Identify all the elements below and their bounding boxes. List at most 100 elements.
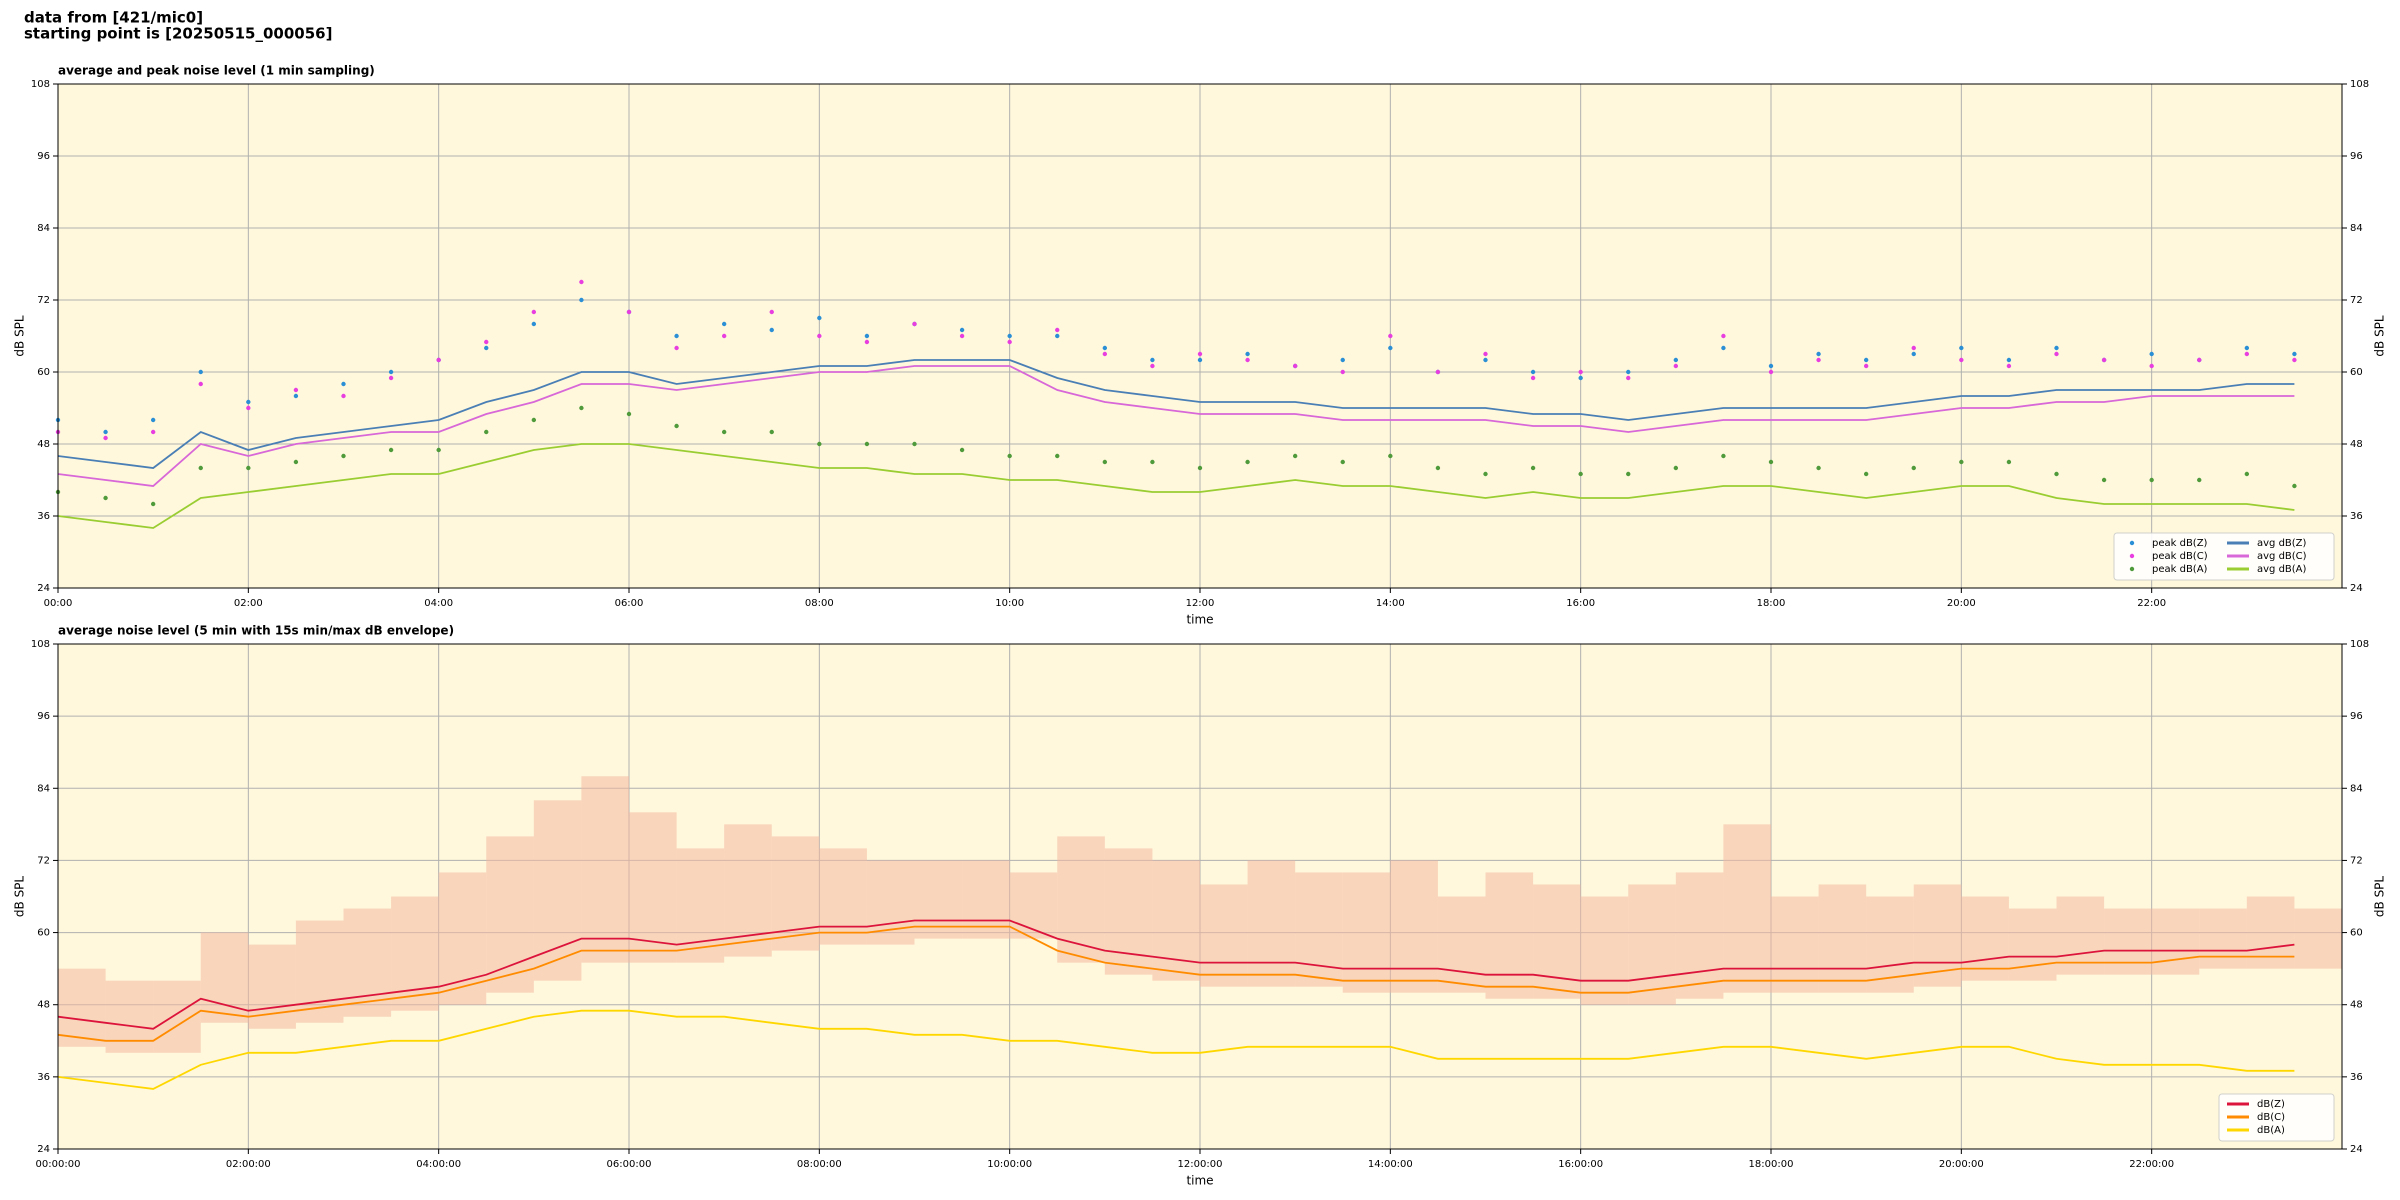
- peak-dot: [103, 429, 108, 435]
- series-line: [57, 919, 2295, 1030]
- series-line: [57, 1009, 2295, 1090]
- y-tick-label: 48: [37, 439, 50, 450]
- peak-dot: [1959, 459, 1964, 465]
- series-line: [57, 925, 2295, 1042]
- peak-dot: [1721, 345, 1726, 351]
- legend-marker: [2129, 540, 2135, 546]
- envelope-band: [533, 800, 582, 981]
- peak-dot: [959, 333, 965, 339]
- envelope-band: [581, 776, 629, 963]
- legend-label: dB(A): [2257, 1125, 2285, 1136]
- envelope-band: [2199, 908, 2247, 969]
- y-tick-label: 108: [31, 639, 50, 650]
- legend-marker: [2129, 553, 2135, 559]
- y-tick-label: 24: [2350, 1144, 2363, 1155]
- legend-label: dB(C): [2257, 1112, 2285, 1123]
- peak-dot: [1340, 459, 1345, 465]
- x-tick-label: 08:00:00: [797, 1159, 842, 1170]
- y-tick-label: 36: [37, 1072, 50, 1083]
- peak-dot: [1102, 351, 1108, 357]
- peak-dot: [293, 387, 299, 393]
- peak-dot: [1626, 375, 1631, 381]
- envelope-band: [2056, 896, 2105, 975]
- peak-dot: [1435, 465, 1441, 471]
- y-tick-label: 24: [37, 1144, 50, 1155]
- y-axis-label: dB SPL: [13, 315, 27, 357]
- peak-dot: [1673, 465, 1679, 471]
- envelope-band: [1247, 860, 1296, 987]
- envelope-band: [1818, 884, 1867, 993]
- peak-dot: [246, 399, 251, 405]
- peak-dot: [1530, 369, 1536, 375]
- peak-dot: [1007, 333, 1012, 339]
- peak-dot: [579, 279, 584, 285]
- peak-dot: [198, 381, 203, 387]
- peak-dot: [1197, 465, 1203, 471]
- envelope-band: [1009, 872, 1058, 939]
- envelope-band: [153, 980, 201, 1053]
- envelope-band: [1057, 836, 1105, 963]
- envelope-band: [2008, 908, 2057, 981]
- peak-dot: [1388, 333, 1393, 339]
- x-tick-label: 06:00:00: [607, 1159, 652, 1170]
- peak-dot: [484, 339, 489, 345]
- peak-dot: [1007, 453, 1012, 459]
- peak-dot: [1721, 333, 1726, 339]
- peak-dot: [1435, 369, 1441, 375]
- peak-dot: [2292, 357, 2297, 363]
- legend-box: [2113, 532, 2335, 581]
- peak-dot: [1626, 369, 1631, 375]
- peak-dot: [1197, 357, 1203, 363]
- legend-label: peak dB(Z): [2152, 538, 2208, 549]
- peak-dot: [198, 369, 203, 375]
- envelope-band: [1580, 896, 1629, 1005]
- series-line: [57, 443, 2295, 529]
- peak-dot: [1150, 363, 1155, 369]
- series-line: [57, 365, 2295, 487]
- peak-dot: [817, 441, 822, 447]
- y-tick-label: 72: [37, 295, 50, 306]
- peak-dot: [2101, 477, 2107, 483]
- peak-dot: [1578, 369, 1583, 375]
- peak-dot: [1245, 459, 1250, 465]
- peak-dot: [2244, 345, 2250, 351]
- y-tick-label: 60: [2350, 928, 2363, 939]
- y-tick-label: 96: [37, 711, 50, 722]
- peak-dot: [2054, 345, 2059, 351]
- peak-dot: [388, 369, 394, 375]
- y-tick-label: 96: [2350, 711, 2363, 722]
- peak-dot: [579, 405, 584, 411]
- y-axis-label: dB SPL: [13, 876, 27, 918]
- y-axis-label: dB SPL: [2373, 315, 2387, 357]
- peak-dot: [1863, 363, 1869, 369]
- envelope-band: [1437, 896, 1486, 993]
- x-tick-label: 04:00: [424, 598, 453, 609]
- peak-dot: [388, 375, 394, 381]
- peak-dot: [1530, 465, 1536, 471]
- peak-dot: [1911, 351, 1916, 357]
- envelope-band: [1866, 896, 1914, 993]
- peak-dot: [959, 327, 965, 333]
- peak-dot: [198, 465, 203, 471]
- peak-dot: [1150, 357, 1155, 363]
- peak-dot: [1816, 351, 1821, 357]
- x-tick-label: 00:00: [44, 598, 73, 609]
- peak-dot: [484, 429, 489, 435]
- envelope-band: [2246, 896, 2295, 969]
- peak-dot: [531, 321, 537, 327]
- peak-dot: [103, 435, 108, 441]
- y-tick-label: 72: [2350, 855, 2363, 866]
- peak-dot: [341, 453, 346, 459]
- peak-dot: [1483, 357, 1488, 363]
- peak-dot: [436, 357, 441, 363]
- peak-dot: [1292, 453, 1298, 459]
- y-tick-label: 96: [2350, 151, 2363, 162]
- peak-dot: [769, 327, 774, 333]
- peak-dot: [1388, 453, 1393, 459]
- peak-dot: [912, 441, 917, 447]
- peak-dot: [1245, 351, 1250, 357]
- envelope-band: [2294, 908, 2342, 969]
- envelope-band: [58, 968, 106, 1047]
- x-tick-label: 06:00: [615, 598, 644, 609]
